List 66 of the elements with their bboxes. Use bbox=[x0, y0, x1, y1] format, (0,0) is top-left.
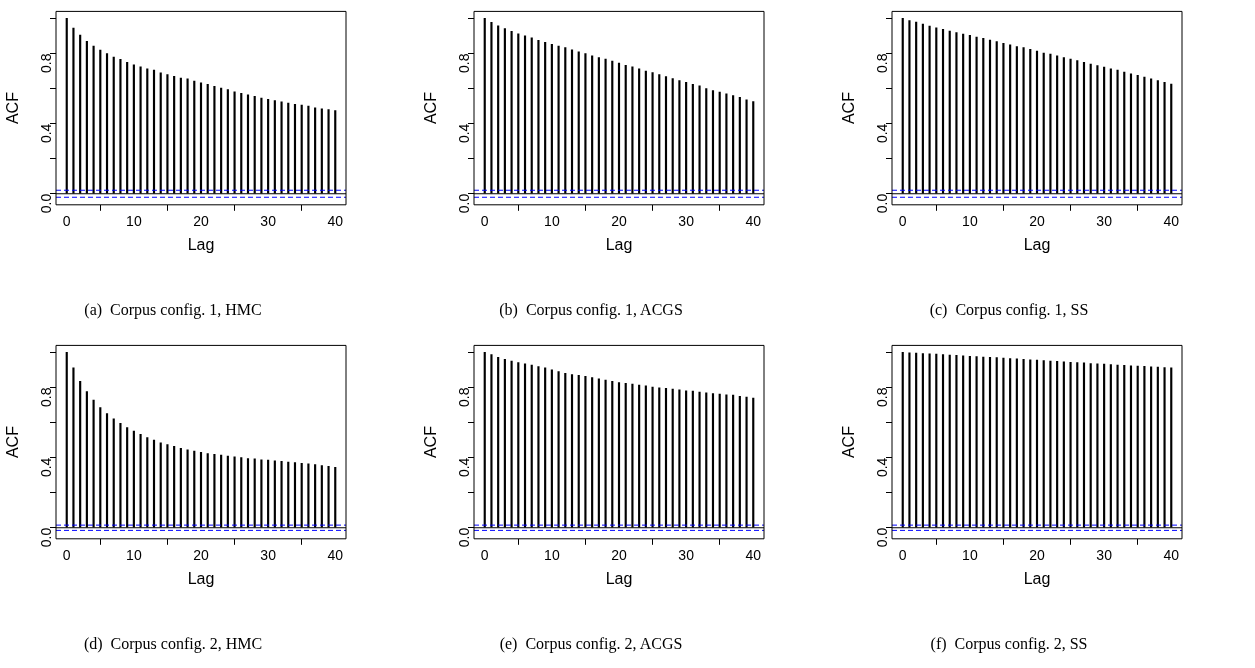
x-tick-label: 20 bbox=[611, 213, 627, 230]
y-tick-label: 0.0 bbox=[455, 527, 472, 548]
x-tick-label: 0 bbox=[480, 213, 489, 230]
y-axis-title: ACF bbox=[840, 91, 858, 125]
y-tick-label: 0.8 bbox=[37, 387, 54, 407]
y-tick-label: 0.8 bbox=[37, 53, 54, 73]
x-tick-label: 10 bbox=[544, 547, 560, 564]
x-axis-title: Lag bbox=[1023, 235, 1051, 253]
x-axis-title: Lag bbox=[605, 569, 633, 587]
y-axis-title: ACF bbox=[422, 91, 440, 125]
x-tick-label: 20 bbox=[1029, 547, 1045, 564]
y-tick-label: 0.0 bbox=[455, 193, 472, 214]
y-tick-label: 0.8 bbox=[455, 53, 472, 73]
text: (c) Corpus config. 1, SS bbox=[929, 300, 1089, 319]
y-tick-label: 0.4 bbox=[37, 457, 54, 478]
x-tick-label: 30 bbox=[678, 547, 695, 564]
x-tick-label: 30 bbox=[260, 213, 277, 230]
x-axis-title: Lag bbox=[187, 569, 215, 587]
x-tick-label: 20 bbox=[611, 547, 627, 564]
x-tick-label: 10 bbox=[544, 213, 560, 230]
x-tick-label: 40 bbox=[1163, 213, 1180, 230]
x-tick-label: 20 bbox=[193, 547, 209, 564]
x-axis-title: Lag bbox=[187, 235, 215, 253]
y-tick-label: 0.0 bbox=[37, 527, 54, 548]
x-tick-label: 0 bbox=[898, 213, 907, 230]
x-tick-label: 40 bbox=[327, 213, 344, 230]
x-tick-label: 0 bbox=[898, 547, 907, 564]
y-axis-title: ACF bbox=[4, 425, 22, 459]
x-tick-label: 0 bbox=[62, 547, 71, 564]
x-tick-label: 30 bbox=[260, 547, 277, 564]
text: (d) Corpus config. 2, HMC bbox=[83, 634, 263, 653]
x-tick-label: 10 bbox=[962, 213, 978, 230]
y-tick-label: 0.8 bbox=[873, 387, 890, 407]
x-tick-label: 10 bbox=[126, 213, 142, 230]
x-axis-title: Lag bbox=[605, 235, 633, 253]
x-tick-label: 10 bbox=[962, 547, 978, 564]
x-tick-label: 30 bbox=[1096, 547, 1113, 564]
y-tick-label: 0.8 bbox=[873, 53, 890, 73]
y-tick-label: 0.0 bbox=[873, 193, 890, 214]
y-axis-title: ACF bbox=[422, 425, 440, 459]
x-tick-label: 40 bbox=[745, 547, 762, 564]
y-axis-title: ACF bbox=[4, 91, 22, 125]
text: (e) Corpus config. 2, ACGS bbox=[499, 634, 683, 653]
text: (a) Corpus config. 1, HMC bbox=[84, 300, 262, 319]
y-axis-title: ACF bbox=[840, 425, 858, 459]
y-tick-label: 0.0 bbox=[873, 527, 890, 548]
x-tick-label: 30 bbox=[678, 213, 695, 230]
y-tick-label: 0.0 bbox=[37, 193, 54, 214]
x-tick-label: 0 bbox=[480, 547, 489, 564]
text: (f) Corpus config. 2, SS bbox=[930, 634, 1088, 653]
x-tick-label: 0 bbox=[62, 213, 71, 230]
x-tick-label: 30 bbox=[1096, 213, 1113, 230]
text: (b) Corpus config. 1, ACGS bbox=[499, 300, 683, 319]
x-axis-title: Lag bbox=[1023, 569, 1051, 587]
x-tick-label: 10 bbox=[126, 547, 142, 564]
x-tick-label: 20 bbox=[193, 213, 209, 230]
y-tick-label: 0.4 bbox=[37, 123, 54, 144]
y-tick-label: 0.4 bbox=[455, 457, 472, 478]
x-tick-label: 40 bbox=[745, 213, 762, 230]
y-tick-label: 0.8 bbox=[455, 387, 472, 407]
x-tick-label: 40 bbox=[1163, 547, 1180, 564]
y-tick-label: 0.4 bbox=[873, 457, 890, 478]
x-tick-label: 40 bbox=[327, 547, 344, 564]
y-tick-label: 0.4 bbox=[873, 123, 890, 144]
y-tick-label: 0.4 bbox=[455, 123, 472, 144]
x-tick-label: 20 bbox=[1029, 213, 1045, 230]
